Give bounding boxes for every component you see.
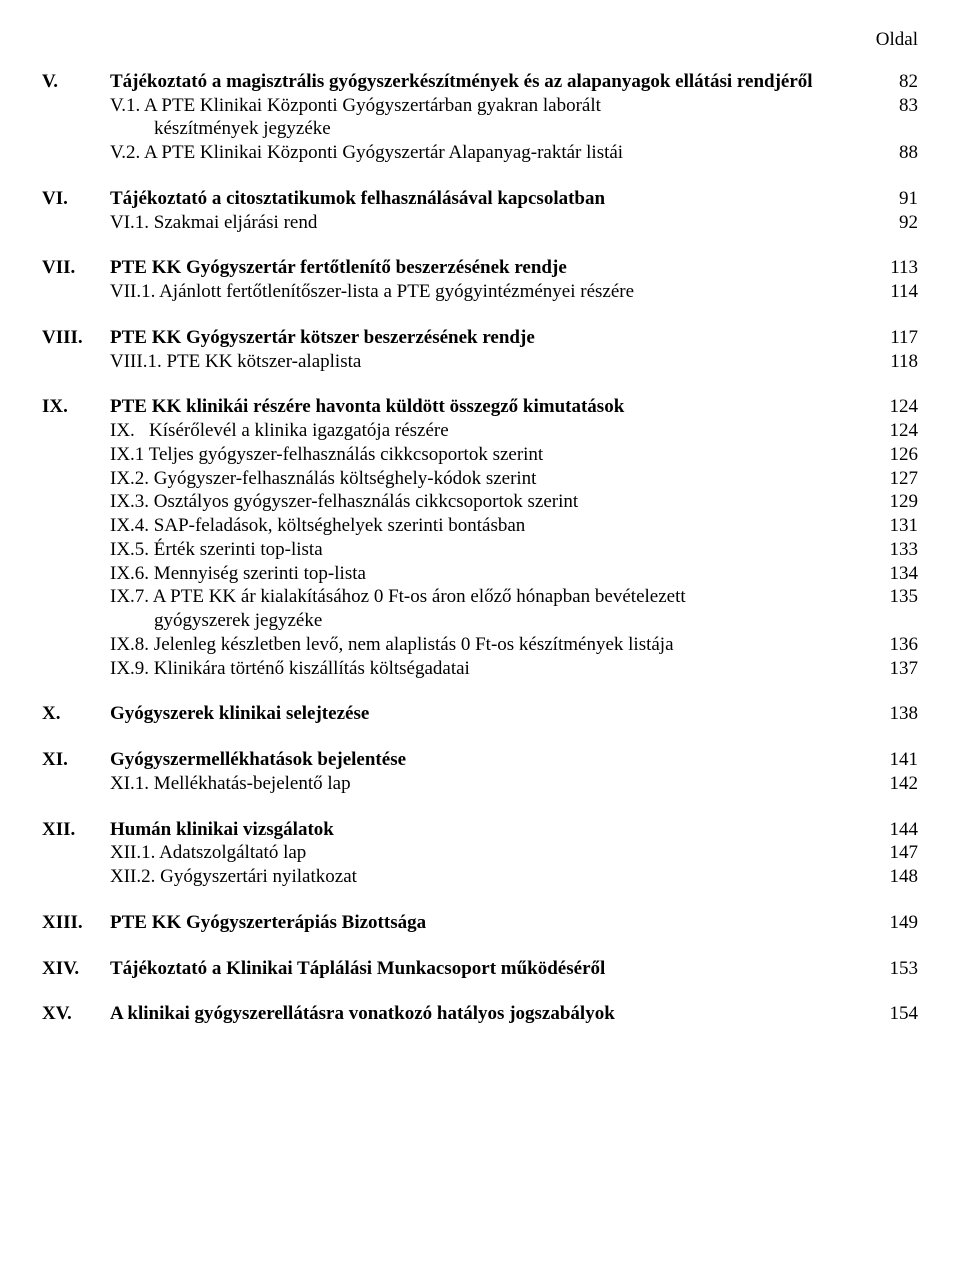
- toc-item-cont: készítmények jegyzéke: [110, 117, 868, 141]
- section-number: VIII.: [42, 326, 110, 350]
- section-page: 141: [868, 748, 918, 772]
- toc-item: IX.2. Gyógyszer-felhasználás költséghely…: [110, 467, 868, 491]
- toc-section-XI: XI. Gyógyszermellékhatások bejelentése 1…: [42, 748, 918, 796]
- section-page: 154: [868, 1002, 918, 1026]
- toc-item: XII.2. Gyógyszertári nyilatkozat: [110, 865, 868, 889]
- section-page: 113: [868, 256, 918, 280]
- page-header-label: Oldal: [42, 28, 918, 52]
- section-number: XI.: [42, 748, 110, 772]
- toc-item: IX.5. Érték szerinti top-lista: [110, 538, 868, 562]
- toc-section-VI: VI. Tájékoztató a citosztatikumok felhas…: [42, 187, 918, 235]
- toc-item: IX.6. Mennyiség szerinti top-lista: [110, 562, 868, 586]
- toc-item-page: 133: [868, 538, 918, 562]
- toc-item-page: 92: [868, 211, 918, 235]
- section-number: XII.: [42, 818, 110, 842]
- section-title: Tájékoztató a magisztrális gyógyszerkész…: [110, 70, 868, 94]
- section-page: 144: [868, 818, 918, 842]
- section-number: XIV.: [42, 957, 110, 981]
- toc-section-X: X. Gyógyszerek klinikai selejtezése 138: [42, 702, 918, 726]
- section-page: 124: [868, 395, 918, 419]
- section-title: PTE KK Gyógyszerterápiás Bizottsága: [110, 911, 868, 935]
- toc-item-page: 114: [868, 280, 918, 304]
- section-number: IX.: [42, 395, 110, 419]
- toc-item: VI.1. Szakmai eljárási rend: [110, 211, 868, 235]
- section-title: PTE KK Gyógyszertár kötszer beszerzéséne…: [110, 326, 868, 350]
- toc-item-page: 124: [868, 419, 918, 443]
- section-page: 82: [868, 70, 918, 94]
- section-title: Gyógyszerek klinikai selejtezése: [110, 702, 868, 726]
- toc-item-page: 137: [868, 657, 918, 681]
- toc-section-XIV: XIV. Tájékoztató a Klinikai Táplálási Mu…: [42, 957, 918, 981]
- toc-item: IX.1 Teljes gyógyszer-felhasználás cikkc…: [110, 443, 868, 467]
- toc-item: VIII.1. PTE KK kötszer-alaplista: [110, 350, 868, 374]
- toc-section-V: V. Tájékoztató a magisztrális gyógyszerk…: [42, 70, 918, 165]
- section-title: PTE KK Gyógyszertár fertőtlenítő beszerz…: [110, 256, 868, 280]
- toc-section-IX: IX. PTE KK klinikái részére havonta küld…: [42, 395, 918, 680]
- toc-item-page: 131: [868, 514, 918, 538]
- section-number: VII.: [42, 256, 110, 280]
- toc-item-page: 127: [868, 467, 918, 491]
- toc-item-page: 148: [868, 865, 918, 889]
- toc-item-page: 88: [868, 141, 918, 165]
- toc-item: IX.7. A PTE KK ár kialakításához 0 Ft-os…: [110, 585, 868, 609]
- toc-item-page: 134: [868, 562, 918, 586]
- section-title: Humán klinikai vizsgálatok: [110, 818, 868, 842]
- toc-section-XIII: XIII. PTE KK Gyógyszerterápiás Bizottság…: [42, 911, 918, 935]
- toc-item: IX.4. SAP-feladások, költséghelyek szeri…: [110, 514, 868, 538]
- toc-item: IX. Kísérőlevél a klinika igazgatója rés…: [110, 419, 868, 443]
- section-number: V.: [42, 70, 110, 94]
- section-title: Gyógyszermellékhatások bejelentése: [110, 748, 868, 772]
- section-number: XV.: [42, 1002, 110, 1026]
- section-page: 153: [868, 957, 918, 981]
- section-page: 138: [868, 702, 918, 726]
- toc-item-page: 129: [868, 490, 918, 514]
- toc-item: V.2. A PTE Klinikai Központi Gyógyszertá…: [110, 141, 868, 165]
- toc-item-page: 83: [868, 94, 918, 118]
- section-title: Tájékoztató a Klinikai Táplálási Munkacs…: [110, 957, 868, 981]
- section-number: XIII.: [42, 911, 110, 935]
- section-page: 149: [868, 911, 918, 935]
- toc-item-page: 147: [868, 841, 918, 865]
- toc-item: VII.1. Ajánlott fertőtlenítőszer-lista a…: [110, 280, 868, 304]
- toc-item-page: 126: [868, 443, 918, 467]
- section-page: 91: [868, 187, 918, 211]
- toc-section-VII: VII. PTE KK Gyógyszertár fertőtlenítő be…: [42, 256, 918, 304]
- section-number: VI.: [42, 187, 110, 211]
- toc-section-XII: XII. Humán klinikai vizsgálatok 144 XII.…: [42, 818, 918, 889]
- toc-item: XI.1. Mellékhatás-bejelentő lap: [110, 772, 868, 796]
- toc-section-XV: XV. A klinikai gyógyszerellátásra vonatk…: [42, 1002, 918, 1026]
- toc-item: V.1. A PTE Klinikai Központi Gyógyszertá…: [110, 94, 868, 118]
- section-title: Tájékoztató a citosztatikumok felhasznál…: [110, 187, 868, 211]
- toc-item-cont: gyógyszerek jegyzéke: [110, 609, 868, 633]
- toc-item-page: 136: [868, 633, 918, 657]
- toc-item-page: 142: [868, 772, 918, 796]
- section-page: 117: [868, 326, 918, 350]
- toc-item: XII.1. Adatszolgáltató lap: [110, 841, 868, 865]
- toc-item: IX.3. Osztályos gyógyszer-felhasználás c…: [110, 490, 868, 514]
- section-title: A klinikai gyógyszerellátásra vonatkozó …: [110, 1002, 868, 1026]
- section-number: X.: [42, 702, 110, 726]
- toc-item: IX.8. Jelenleg készletben levő, nem alap…: [110, 633, 868, 657]
- toc-item: IX.9. Klinikára történő kiszállítás költ…: [110, 657, 868, 681]
- toc-item-page: 135: [868, 585, 918, 609]
- section-title: PTE KK klinikái részére havonta küldött …: [110, 395, 868, 419]
- toc-section-VIII: VIII. PTE KK Gyógyszertár kötszer beszer…: [42, 326, 918, 374]
- toc-item-page: 118: [868, 350, 918, 374]
